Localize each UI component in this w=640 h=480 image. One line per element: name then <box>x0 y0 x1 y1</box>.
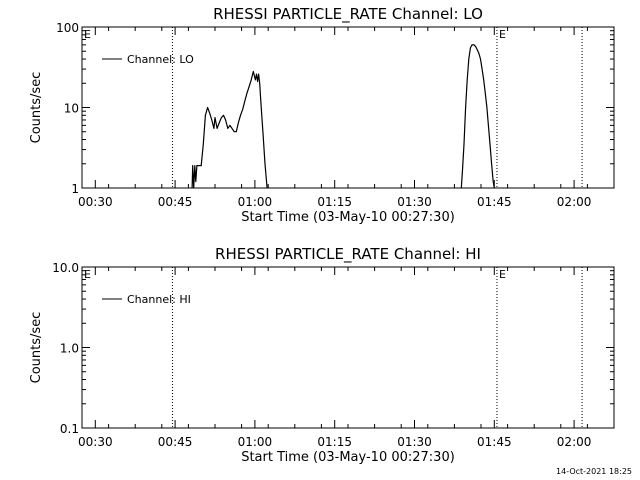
x-tick-label: 01:15 <box>317 435 352 449</box>
chart-title: RHESSI PARTICLE_RATE Channel: LO <box>213 5 483 24</box>
series-line <box>191 70 268 189</box>
corner-label: E <box>84 268 91 281</box>
event-line-label: E <box>499 268 506 281</box>
x-tick-label: 01:15 <box>317 195 352 209</box>
x-tick-label: 01:30 <box>397 435 432 449</box>
legend-label: Channel: LO <box>127 53 194 66</box>
x-tick-label: 01:00 <box>238 195 273 209</box>
x-tick-label: 02:00 <box>557 435 592 449</box>
plot-frame <box>81 266 615 429</box>
event-line-label: E <box>499 28 506 41</box>
x-tick-label: 00:30 <box>78 195 113 209</box>
chart-panel-2: RHESSI PARTICLE_RATE Channel: HI 00:30 00:… <box>29 245 615 465</box>
x-tick-label: 00:30 <box>78 435 113 449</box>
y-tick-label: 10 <box>64 102 79 116</box>
series-line <box>460 44 495 189</box>
x-tick-label: 01:45 <box>477 435 512 449</box>
legend-label: Channel: HI <box>127 293 191 306</box>
y-axis-label: Counts/sec <box>29 72 44 144</box>
x-tick-label: 01:45 <box>477 195 512 209</box>
chart-panels: RHESSI PARTICLE_RATE Channel: LO 00:30 00:… <box>29 5 615 465</box>
x-tick-label: 01:30 <box>397 195 432 209</box>
chart-panel-1: RHESSI PARTICLE_RATE Channel: LO 00:30 00:… <box>29 5 615 225</box>
x-tick-label: 02:00 <box>557 195 592 209</box>
y-tick-label: 1 <box>71 182 79 196</box>
y-tick-label: 1.0 <box>60 342 79 356</box>
y-tick-label: 0.1 <box>60 422 79 436</box>
y-tick-label: 100 <box>56 21 79 35</box>
plot-frame <box>81 26 615 189</box>
y-axis-label: Counts/sec <box>29 312 44 384</box>
x-axis-label: Start Time (03-May-10 00:27:30) <box>241 210 455 225</box>
x-tick-label: 00:45 <box>158 195 193 209</box>
x-tick-label: 01:00 <box>238 435 273 449</box>
footer-timestamp: 14-Oct-2021 18:25 <box>556 467 632 476</box>
corner-label: E <box>84 28 91 41</box>
chart-title: RHESSI PARTICLE_RATE Channel: HI <box>215 245 481 264</box>
x-axis-label: Start Time (03-May-10 00:27:30) <box>241 450 455 465</box>
y-tick-label: 10.0 <box>52 261 79 275</box>
x-tick-label: 00:45 <box>158 435 193 449</box>
